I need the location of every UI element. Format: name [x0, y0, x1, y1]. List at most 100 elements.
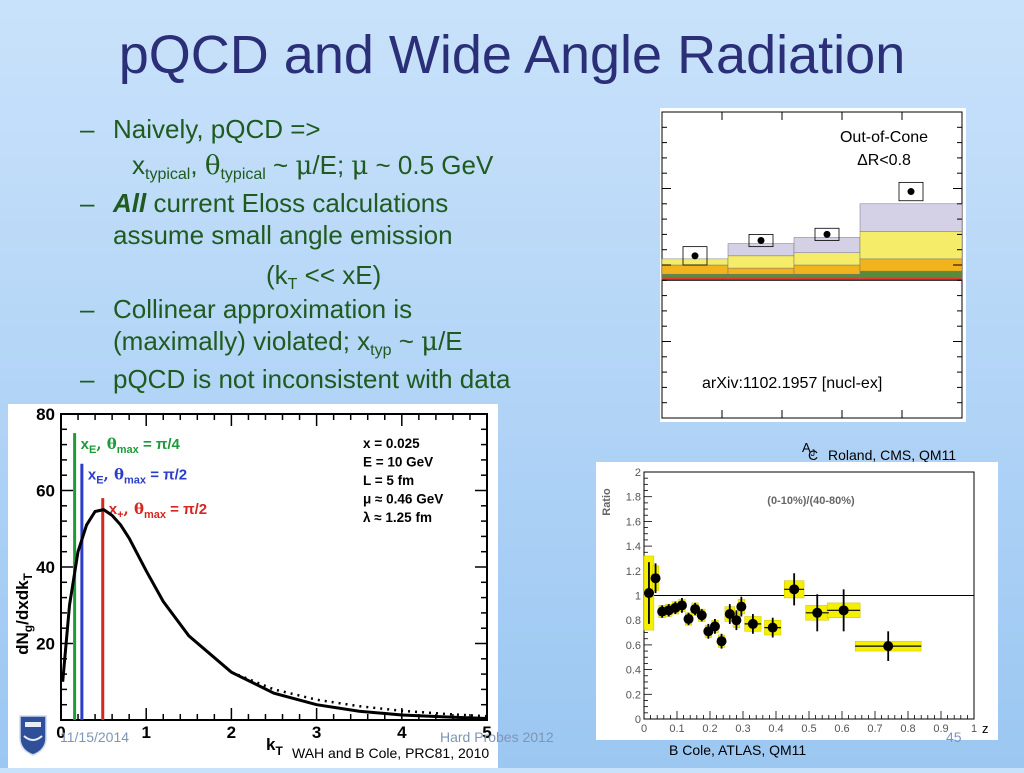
y-tick-label: 1.2 — [626, 566, 641, 578]
threshold-label: xE, θmax = π/2 — [88, 466, 187, 487]
x-tick-label: 1 — [971, 723, 977, 735]
cms-caption-c: C — [808, 447, 819, 463]
parameter-line: x = 0.025 — [363, 436, 420, 451]
data-point — [823, 230, 831, 238]
stack-segment-yellow — [859, 231, 963, 260]
theory-caption: WAH and B Cole, PRC81, 2010 — [292, 745, 490, 761]
data-point — [767, 622, 778, 633]
parameter-line: μ ≈ 0.46 GeV — [363, 492, 443, 507]
atlas-caption: B Cole, ATLAS, QM11 — [669, 742, 807, 758]
x-tick-label: 0.2 — [702, 723, 717, 735]
threshold-label: xE, θmax = π/4 — [81, 435, 181, 456]
footer-center: Hard Probes 2012 — [440, 729, 554, 745]
stack-segment-darkgreen — [727, 273, 795, 278]
crest-icon — [19, 715, 47, 756]
stack-segment-yellow — [727, 255, 795, 269]
atlas-chart-title: (0-10%)/(40-80%) — [767, 495, 855, 507]
x-axis-label: kT — [266, 735, 283, 758]
slide-title: pQCD and Wide Angle Radiation — [118, 25, 906, 85]
atlas-chart: 0 0.1 0.2 0.3 0.4 0.5 0.6 0.7 0.8 0.9 1 0 0.2 0.4 0.6 0… — [601, 467, 989, 736]
sys-error-box — [814, 227, 840, 241]
parameter-line: λ ≈ 1.25 fm — [363, 510, 432, 525]
theory-plot-panel: 0 1 2 3 4 5 20 40 60 80 xE, θmax = π/4 xE, θmax = π… — [8, 404, 498, 768]
data-point — [789, 584, 800, 595]
data-point — [883, 641, 894, 652]
y-tick-label: 0.8 — [626, 615, 641, 627]
x-tick-label: 1 — [141, 723, 150, 742]
y-axis-label: Ratio — [601, 488, 613, 516]
bullet-3-cont: (maximally) violated; xtyp ~ μ/E — [113, 326, 463, 359]
x-tick-label: 0.6 — [834, 723, 849, 735]
bullet-emphasis: All — [113, 188, 147, 218]
data-point — [736, 601, 747, 612]
university-logo — [18, 714, 48, 756]
stack-segment-lavender — [859, 203, 963, 232]
cms-x-axis-label: AJ — [802, 440, 816, 458]
x-tick-label: 0 — [56, 723, 65, 742]
stack-segment-darkgreen — [859, 270, 963, 278]
cms-plot-panel: 0.10.20.30.4Out-of-ConeΔR<0.8arXiv:1102.… — [660, 108, 966, 441]
data-point — [691, 252, 699, 260]
bullet-2-kt: (kT << xE) — [266, 260, 382, 293]
cms-annotation: arXiv:1102.1957 [nucl-ex] — [702, 375, 882, 392]
y-axis-label: dNg/dxdkT — [13, 572, 35, 654]
atlas-plot-panel: 0 0.1 0.2 0.3 0.4 0.5 0.6 0.7 0.8 0.9 1 0 0.2 0.4 0.6 0… — [596, 462, 998, 740]
sys-error-box — [898, 181, 924, 202]
cms-chart: 0.10.20.30.4Out-of-ConeΔR<0.8arXiv:1102.… — [661, 111, 963, 441]
x-tick-label: 0.7 — [867, 723, 882, 735]
data-point — [696, 610, 707, 621]
x-tick-label: 0.1 — [669, 723, 684, 735]
x-tick-label: 0.9 — [933, 723, 948, 735]
y-tick-label: 0.6 — [626, 640, 641, 652]
x-tick-label: 0.3 — [735, 723, 750, 735]
data-point — [676, 600, 687, 611]
bullet-1-formula: xtypical, θtypical ~ μ/E; μ ~ 0.5 GeV — [132, 150, 494, 183]
bullet-dash: – — [80, 114, 95, 144]
y-tick-label: 1.8 — [626, 492, 641, 504]
stack-segment-yellow — [793, 252, 861, 266]
data-point — [643, 588, 654, 599]
x-tick-label: 0.4 — [768, 723, 783, 735]
x-tick-label: 0.8 — [900, 723, 915, 735]
x-tick-label: 3 — [312, 723, 321, 742]
y-tick-label: 40 — [36, 558, 55, 577]
cms-chart-title: Out-of-Cone — [840, 129, 928, 146]
x-tick-label: 0.5 — [801, 723, 816, 735]
data-point — [650, 573, 661, 584]
x-tick-label: 0 — [641, 723, 647, 735]
page-number: 45 — [946, 729, 962, 745]
y-tick-label: 60 — [36, 482, 55, 501]
data-point — [683, 613, 694, 624]
cms-caption: Roland, CMS, QM11 — [828, 447, 957, 463]
threshold-label: x+, θmax = π/2 — [109, 500, 207, 521]
data-point — [716, 636, 727, 647]
data-point — [709, 621, 720, 632]
y-tick-label: 20 — [36, 635, 55, 654]
data-point — [757, 237, 765, 245]
y-tick-label: 1 — [635, 591, 641, 603]
x-tick-label: 5 — [482, 723, 491, 742]
theory-chart: 0 1 2 3 4 5 20 40 60 80 xE, θmax = π/4 xE, θmax = π… — [13, 405, 492, 758]
data-point — [907, 188, 915, 196]
footer-date: 11/15/2014 — [60, 729, 130, 745]
x-tick-label: 2 — [227, 723, 236, 742]
data-point — [747, 618, 758, 629]
data-point — [838, 605, 849, 616]
stack-segment-orange — [727, 267, 795, 275]
data-point — [724, 609, 735, 620]
sys-error-box — [682, 246, 708, 266]
parameter-line: L = 5 fm — [363, 473, 414, 488]
y-tick-label: 1.4 — [626, 541, 641, 553]
curve-dotted — [230, 671, 488, 718]
stack-segment-lavender — [727, 243, 795, 257]
stack-segment-darkgreen — [793, 273, 861, 278]
stack-segment-orange — [793, 264, 861, 275]
y-tick-label: 2 — [635, 467, 641, 479]
bullet-text: Naively, pQCD => — [113, 114, 321, 144]
stack-segment-yellow — [661, 258, 729, 266]
data-point — [690, 604, 701, 615]
stack-segment-orange — [661, 264, 729, 275]
y-tick-label: 80 — [36, 405, 55, 424]
x-tick-label: 4 — [397, 723, 407, 742]
y-tick-label: 0.2 — [626, 689, 641, 701]
